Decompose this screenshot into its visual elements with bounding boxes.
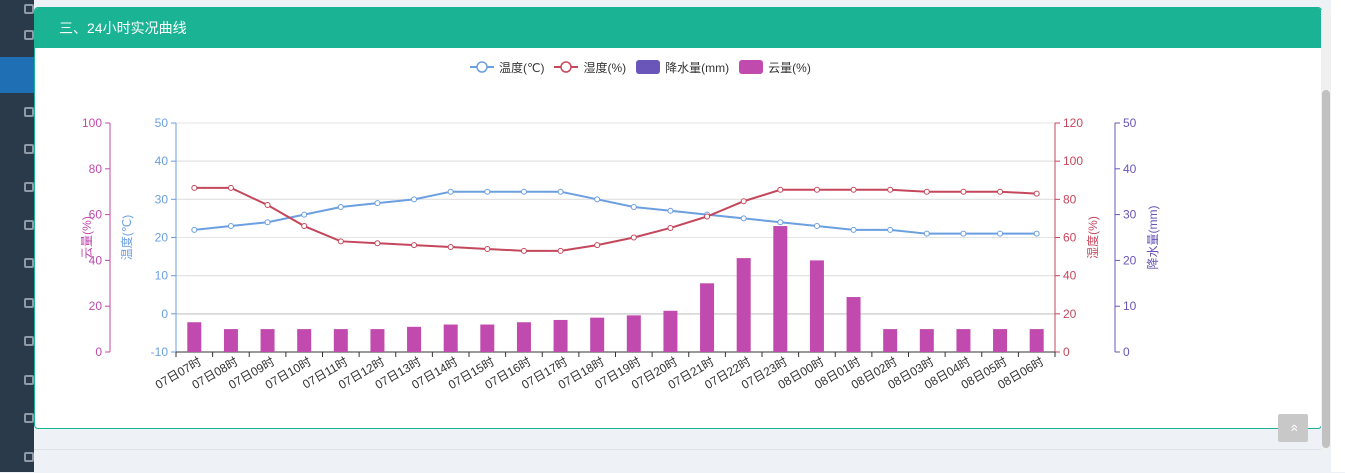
legend-label: 温度(℃) [499, 60, 545, 75]
legend-label: 湿度(%) [583, 60, 627, 75]
menu-icon[interactable] [24, 375, 34, 385]
legend-bar-icon [739, 60, 764, 74]
legend-item-humidity[interactable]: 湿度(%) [554, 58, 626, 76]
legend-line-icon [470, 61, 494, 73]
menu-icon[interactable] [24, 182, 34, 192]
menu-icon[interactable] [24, 452, 34, 462]
menu-icon[interactable] [24, 30, 34, 40]
menu-icon[interactable] [24, 144, 34, 154]
legend-label: 云量(%) [768, 60, 811, 75]
menu-icon[interactable] [24, 413, 34, 423]
legend-item-temperature[interactable]: 温度(℃) [470, 58, 544, 76]
footer [34, 449, 1330, 473]
legend-line-icon [554, 61, 579, 73]
panel-title: 三、24小时实况曲线 [35, 8, 1321, 48]
scrollbar-thumb[interactable] [1322, 90, 1330, 448]
menu-icon[interactable] [24, 4, 34, 14]
chart-legend: 温度(℃) 湿度(%) 降水量(mm) 云量(%) [470, 58, 821, 76]
sidebar-active-item[interactable] [0, 57, 34, 93]
legend-label: 降水量(mm) [665, 60, 730, 75]
page-scrollbar[interactable] [1321, 10, 1331, 450]
menu-icon[interactable] [24, 107, 34, 117]
back-to-top-button[interactable]: » [1278, 414, 1308, 442]
page-gutter [1331, 0, 1345, 472]
menu-icon[interactable] [24, 258, 34, 268]
menu-icon[interactable] [24, 220, 34, 230]
legend-bar-icon [636, 60, 661, 74]
menu-icon[interactable] [24, 336, 34, 346]
legend-item-precipitation[interactable]: 降水量(mm) [636, 58, 729, 76]
legend-item-cloud[interactable]: 云量(%) [739, 58, 811, 76]
menu-icon[interactable] [24, 298, 34, 308]
sidebar [0, 0, 34, 472]
